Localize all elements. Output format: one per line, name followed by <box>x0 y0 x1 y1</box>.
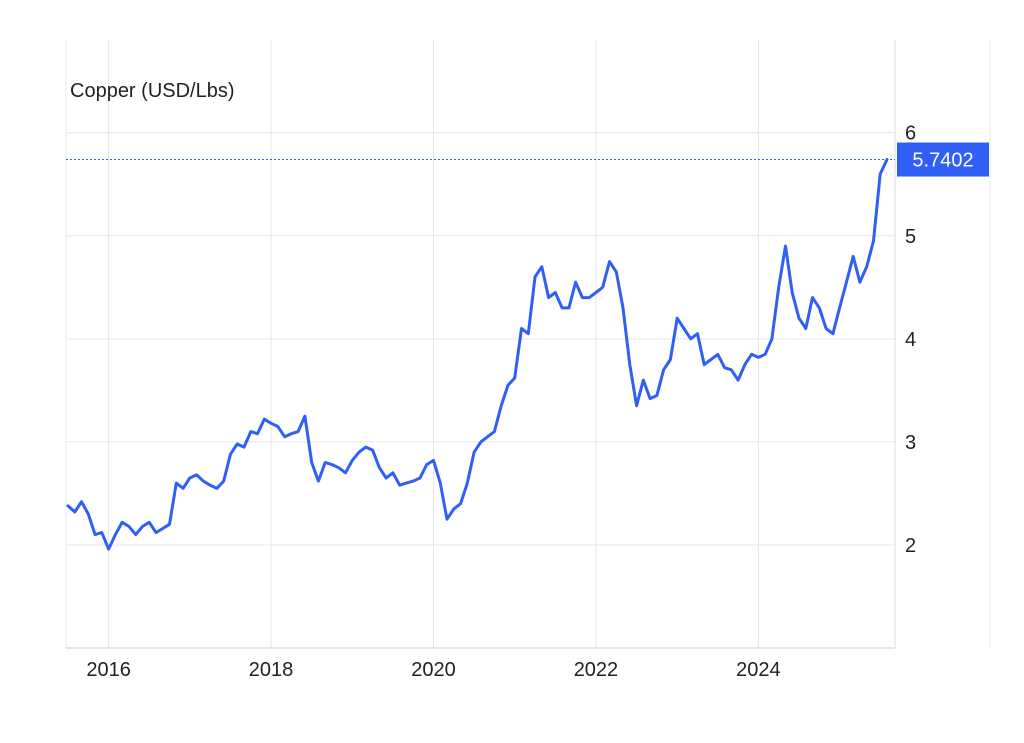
copper-price-line <box>66 158 889 551</box>
y-tick-label: 2 <box>905 535 916 557</box>
x-tick-label: 2016 <box>86 659 131 681</box>
x-tick-label: 2022 <box>574 659 619 681</box>
x-tick-label: 2024 <box>736 659 781 681</box>
chart-title: Copper (USD/Lbs) <box>70 80 235 102</box>
y-tick-label: 5 <box>905 226 916 248</box>
last-value-label: 5.7402 <box>912 150 973 172</box>
y-tick-label: 4 <box>905 329 916 351</box>
y-tick-label: 3 <box>905 432 916 454</box>
x-axis-tick-labels: 2016 2018 2020 2022 2024 <box>86 659 780 681</box>
y-tick-label: 6 <box>905 123 916 145</box>
y-axis-tick-labels: 2 3 4 5 6 <box>905 123 916 557</box>
x-tick-label: 2020 <box>411 659 456 681</box>
vertical-gridlines <box>108 40 759 648</box>
last-value-badge <box>897 142 989 177</box>
x-tick-label: 2018 <box>249 659 294 681</box>
